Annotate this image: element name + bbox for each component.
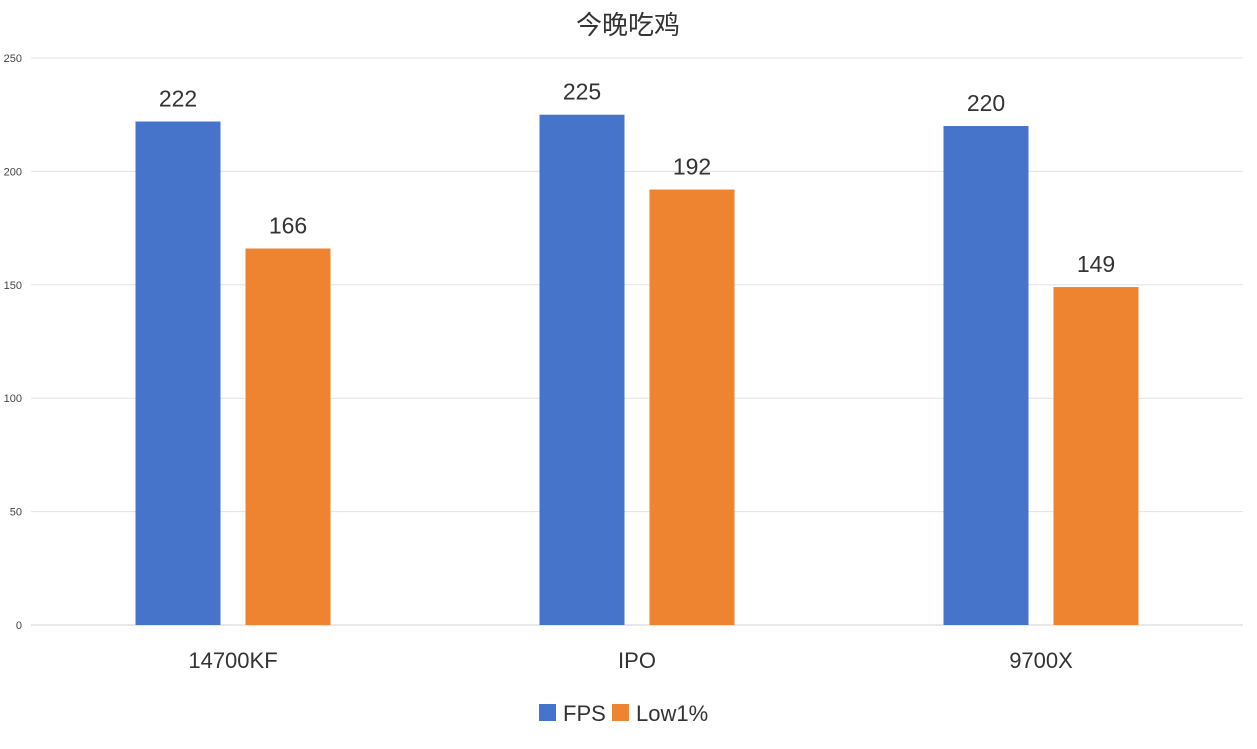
legend-label: Low1% — [636, 701, 708, 726]
data-label: 220 — [967, 90, 1005, 116]
data-label: 166 — [269, 213, 307, 239]
y-tick-label: 0 — [16, 620, 22, 632]
chart-title: 今晚吃鸡 — [576, 11, 680, 41]
y-tick-label: 100 — [4, 393, 22, 405]
data-label: 192 — [673, 154, 711, 180]
gridlines — [31, 57, 1243, 626]
bar-fps-2 — [943, 126, 1029, 625]
data-label: 149 — [1077, 251, 1115, 277]
x-axis-ticks: 14700KF IPO 9700X — [188, 648, 1073, 673]
bars — [135, 114, 1139, 625]
bar-low1-0 — [245, 248, 331, 625]
x-tick-label: IPO — [618, 648, 656, 673]
y-tick-label: 50 — [10, 507, 22, 519]
data-label: 222 — [159, 86, 197, 112]
y-tick-label: 200 — [4, 166, 22, 178]
bar-low1-1 — [649, 189, 735, 625]
legend-label: FPS — [563, 701, 606, 726]
data-label: 225 — [563, 79, 601, 105]
bar-low1-2 — [1053, 287, 1139, 625]
x-tick-label: 14700KF — [188, 648, 277, 673]
y-tick-label: 250 — [4, 53, 22, 65]
data-labels: 222 166 225 192 220 149 — [159, 79, 1115, 277]
legend: FPS Low1% — [539, 701, 708, 726]
legend-swatch — [539, 704, 556, 721]
x-tick-label: 9700X — [1009, 648, 1073, 673]
y-tick-label: 150 — [4, 280, 22, 292]
y-axis-ticks: 0 50 100 150 200 250 — [4, 53, 22, 632]
legend-swatch — [612, 704, 629, 721]
bar-fps-0 — [135, 121, 221, 625]
bar-fps-1 — [539, 114, 625, 625]
